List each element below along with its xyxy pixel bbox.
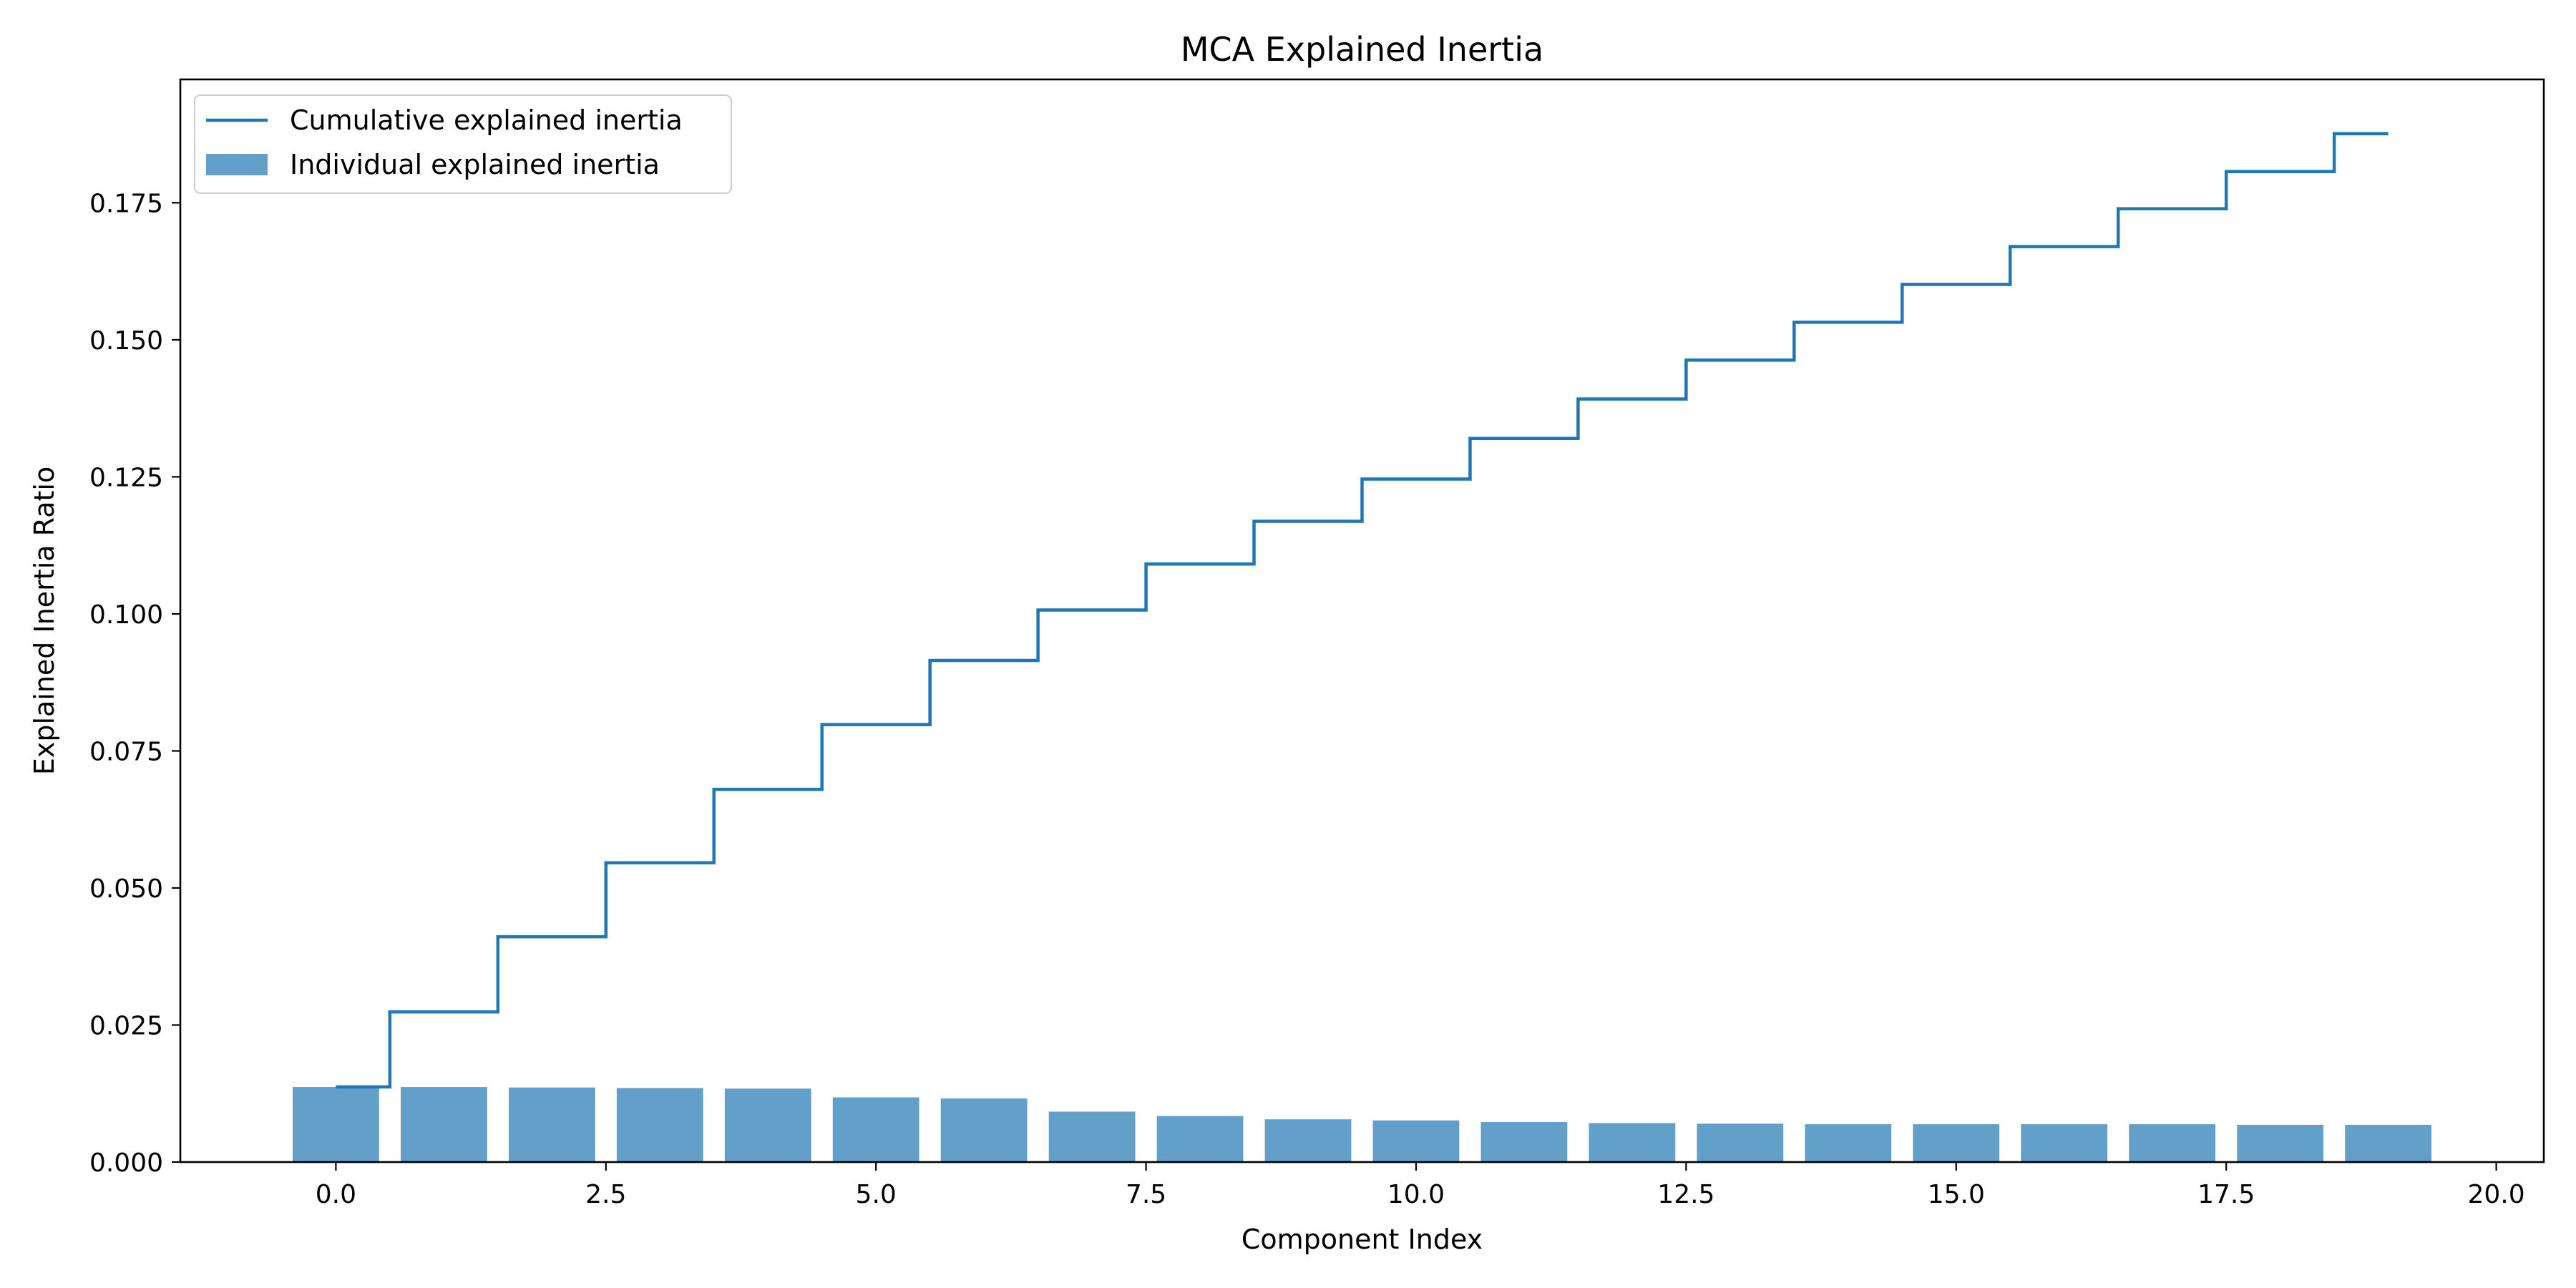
bar-15 (1913, 1124, 2000, 1162)
legend-label-individual: Individual explained inertia (290, 149, 660, 180)
bar-4 (724, 1088, 811, 1162)
x-axis-ticks: 0.0 2.5 5.0 7.5 10.0 12.5 15.0 17.5 20.0 (316, 1162, 2525, 1209)
y-tick-label: 0.075 (89, 737, 163, 766)
bar-18 (2237, 1124, 2324, 1162)
bar-19 (2345, 1124, 2432, 1162)
legend-label-cumulative: Cumulative explained inertia (290, 104, 683, 136)
bar-11 (1480, 1122, 1568, 1162)
legend: Cumulative explained inertia Individual … (194, 94, 732, 194)
y-tick-label: 0.000 (89, 1148, 163, 1178)
y-tick-label: 0.125 (89, 463, 163, 492)
bar-1 (400, 1087, 487, 1162)
legend-swatch-individual (206, 154, 268, 175)
y-tick-label: 0.150 (89, 326, 163, 356)
bar-10 (1372, 1120, 1460, 1162)
bar-7 (1048, 1111, 1136, 1162)
x-tick-label: 2.5 (585, 1180, 626, 1209)
x-tick-label: 10.0 (1387, 1180, 1445, 1209)
y-tick-label: 0.050 (89, 874, 163, 904)
bar-8 (1156, 1116, 1244, 1162)
bar-9 (1264, 1119, 1352, 1162)
bar-6 (940, 1098, 1028, 1162)
x-tick-label: 0.0 (316, 1180, 356, 1209)
bars-layer (292, 1087, 2432, 1162)
bar-12 (1589, 1123, 1676, 1162)
y-tick-label: 0.175 (89, 189, 163, 218)
y-axis-ticks: 0.000 0.025 0.050 0.075 0.100 0.125 0.150 0.175 (89, 189, 180, 1178)
x-axis-label: Component Index (1241, 1224, 1483, 1255)
bar-0 (292, 1087, 379, 1162)
plot-frame (179, 78, 2545, 1163)
x-tick-label: 7.5 (1126, 1180, 1166, 1209)
x-tick-label: 15.0 (1928, 1180, 1985, 1209)
y-tick-label: 0.100 (89, 600, 163, 630)
x-tick-label: 5.0 (856, 1180, 897, 1209)
x-tick-label: 12.5 (1657, 1180, 1714, 1209)
x-tick-label: 17.5 (2197, 1180, 2255, 1209)
legend-box (194, 94, 732, 194)
y-axis-label: Explained Inertia Ratio (29, 467, 60, 775)
chart-title: MCA Explained Inertia (1181, 30, 1543, 69)
bar-17 (2129, 1124, 2216, 1162)
bar-3 (616, 1088, 703, 1162)
bar-13 (1697, 1123, 1784, 1162)
bar-16 (2021, 1124, 2108, 1162)
line-layer (336, 132, 2389, 1089)
bar-14 (1805, 1124, 1892, 1162)
bar-5 (832, 1097, 919, 1162)
y-tick-label: 0.025 (89, 1011, 163, 1040)
cumulative-step-line (336, 132, 2389, 1089)
x-tick-label: 20.0 (2467, 1180, 2524, 1209)
bar-2 (508, 1087, 595, 1162)
